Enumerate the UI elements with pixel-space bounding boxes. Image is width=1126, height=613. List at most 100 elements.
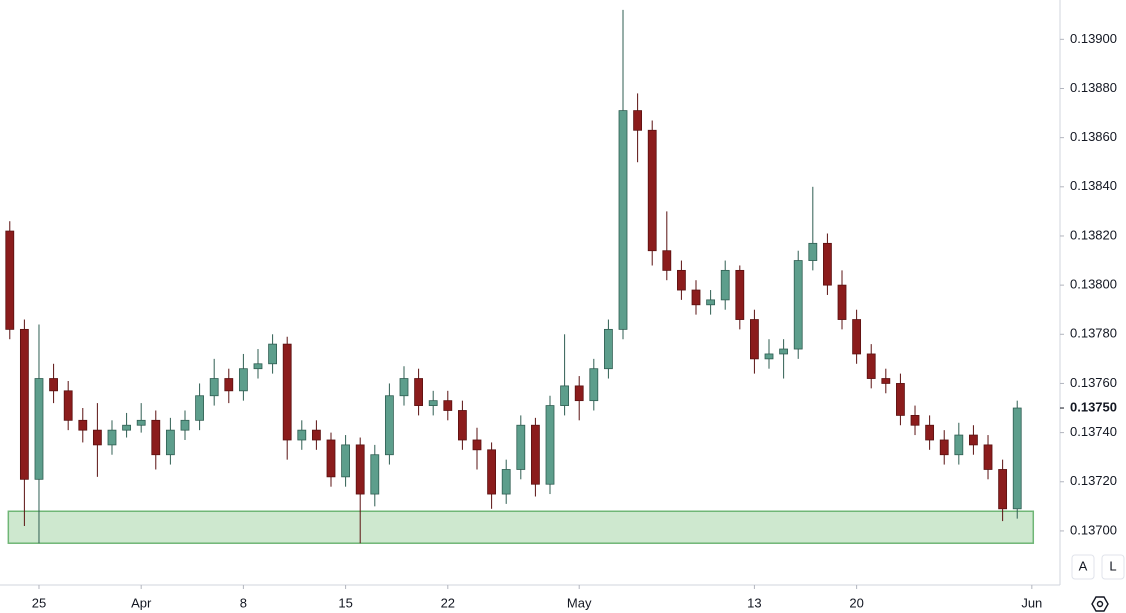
candle-body — [691, 289, 701, 306]
x-tick-label: 8 — [240, 595, 247, 610]
candle-body — [268, 343, 277, 365]
candle-body — [735, 269, 745, 320]
candle-body — [428, 400, 438, 406]
scale-button-label: A — [1079, 558, 1088, 573]
candle-body — [866, 353, 876, 379]
candle-body — [516, 424, 526, 470]
candle-body — [311, 429, 321, 441]
support-zone — [7, 510, 1035, 544]
x-tick-label: 20 — [849, 595, 863, 610]
candle-body — [122, 424, 131, 431]
y-tick-label: 0.13760 — [1070, 375, 1117, 390]
candle-body — [793, 260, 803, 350]
candle-body — [370, 454, 380, 495]
candle-body — [939, 439, 949, 456]
last-price-label: 0.13750 — [1070, 399, 1117, 414]
scale-button-box — [1101, 554, 1125, 580]
y-tick-label: 0.13840 — [1070, 178, 1117, 193]
candle-body — [983, 444, 993, 470]
candle-body — [457, 410, 467, 441]
candle-body — [881, 378, 891, 384]
candle-body — [1012, 407, 1022, 510]
candle-body — [969, 434, 978, 446]
candle-body — [195, 395, 204, 421]
candle-body — [253, 363, 263, 370]
x-tick-label: 25 — [32, 595, 46, 610]
y-tick-label: 0.13880 — [1070, 80, 1117, 95]
candle-body — [180, 419, 190, 431]
settings-icon — [1091, 596, 1109, 612]
scale-button[interactable]: A — [1071, 554, 1095, 580]
candle-body — [19, 328, 29, 480]
candle-body — [487, 449, 497, 495]
candle-body — [136, 419, 146, 426]
candle-body — [63, 390, 73, 421]
candle-body — [238, 368, 248, 392]
candle-body — [837, 284, 847, 320]
y-tick-label: 0.13780 — [1070, 326, 1117, 341]
candle-body — [341, 444, 350, 478]
x-tick-label: May — [567, 595, 592, 610]
settings-icon-dot — [1096, 600, 1104, 608]
candle-body — [209, 378, 219, 397]
candle-body — [662, 250, 672, 271]
candle-body — [896, 383, 905, 416]
x-tick-label: 15 — [338, 595, 352, 610]
x-tick-label: Apr — [131, 595, 152, 610]
x-tick-label: Jun — [1021, 595, 1042, 610]
last-price-box — [1064, 399, 1124, 418]
candle-body — [107, 429, 117, 446]
candle-body — [574, 385, 584, 402]
candle-body — [823, 242, 832, 286]
scale-button-label: L — [1109, 558, 1116, 573]
x-tick-label: 13 — [747, 595, 761, 610]
candle-body — [604, 328, 613, 370]
candle-body — [925, 424, 935, 441]
candle-body — [633, 110, 643, 131]
candle-body — [443, 400, 453, 411]
candle-body — [852, 319, 862, 355]
y-tick-label: 0.13700 — [1070, 522, 1117, 537]
candle-body — [998, 469, 1008, 510]
candle-body — [297, 429, 307, 441]
candle-body — [501, 469, 511, 495]
candle-body — [49, 378, 58, 392]
scale-button[interactable]: L — [1101, 554, 1125, 580]
candle-body — [34, 378, 44, 480]
candle-body — [706, 299, 716, 306]
x-tick-label: 22 — [441, 595, 455, 610]
candle-body — [545, 405, 555, 485]
candle-body — [910, 414, 920, 426]
settings-button[interactable] — [1091, 596, 1109, 612]
candle-body — [677, 269, 686, 291]
candle-body — [750, 319, 759, 360]
candle-body — [589, 368, 599, 402]
candle-body — [764, 353, 774, 360]
candle-body — [808, 242, 818, 261]
candle-body — [355, 444, 365, 495]
y-tick-label: 0.13740 — [1070, 424, 1117, 439]
candle-body — [618, 110, 628, 330]
candle-body — [414, 378, 423, 406]
candle-body — [92, 429, 102, 446]
candle-body — [720, 269, 730, 301]
candle-body — [282, 343, 292, 441]
candle-body — [560, 385, 570, 406]
candle-body — [78, 419, 88, 431]
candle-body — [5, 230, 15, 330]
y-tick-label: 0.13860 — [1070, 129, 1117, 144]
candle-body — [647, 129, 657, 252]
candle-body — [472, 439, 482, 451]
candle-body — [954, 434, 964, 456]
candle-body — [326, 439, 336, 478]
candle-body — [151, 419, 161, 456]
candle-body — [531, 424, 540, 485]
candle-body — [399, 378, 409, 397]
y-tick-label: 0.13820 — [1070, 227, 1117, 242]
candle-body — [779, 348, 789, 355]
candle-body — [224, 378, 234, 392]
candle-body — [165, 429, 175, 456]
y-tick-label: 0.13720 — [1070, 473, 1117, 488]
